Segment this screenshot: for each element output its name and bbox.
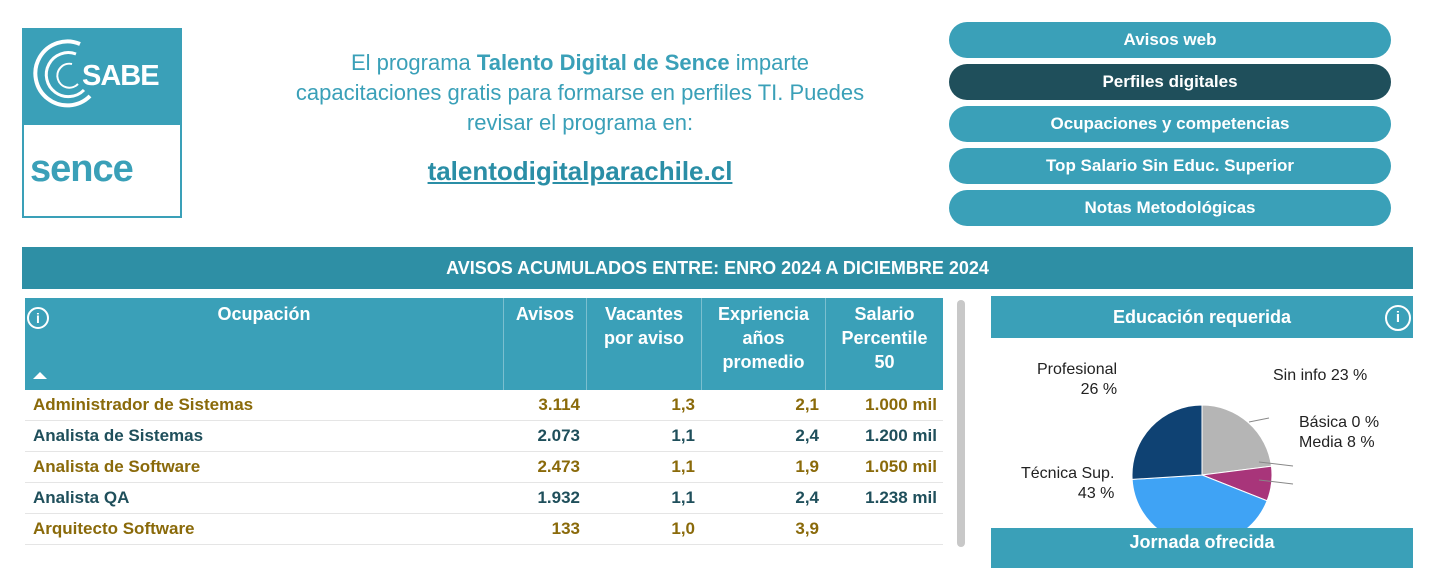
pie-label-profesional: Profesional 26 % xyxy=(1037,360,1117,400)
cell-vacantes: 1,3 xyxy=(671,395,695,414)
table-row[interactable]: Arquitecto Software 133 1,0 3,9 xyxy=(25,514,943,545)
cell-vacantes: 1,1 xyxy=(671,488,695,507)
education-panel: Educación requerida i Profesional 26 % S… xyxy=(991,296,1413,552)
cell-experiencia: 2,4 xyxy=(795,426,819,445)
pie-leader-line xyxy=(1258,479,1294,485)
nav-top-salario-button[interactable]: Top Salario Sin Educ. Superior xyxy=(949,148,1391,184)
header-avisos-label: Avisos xyxy=(515,304,575,324)
cell-ocupacion: Analista de Sistemas xyxy=(33,426,204,445)
cell-vacantes: 1,1 xyxy=(671,457,695,476)
jornada-panel-header: Jornada ofrecida xyxy=(991,528,1413,568)
cell-salario: 1.000 mil xyxy=(865,395,937,414)
cell-avisos: 133 xyxy=(551,519,580,538)
pie-label-tecnica-value: 43 % xyxy=(1077,485,1115,502)
pie-slice-profesional[interactable] xyxy=(1131,404,1203,480)
cell-ocupacion: Analista de Software xyxy=(33,457,201,476)
sabe-logo-block: SABE xyxy=(24,30,180,125)
intro-prefix: El programa xyxy=(350,50,471,75)
cell-experiencia: 2,1 xyxy=(795,395,819,414)
intro-suffix: imparte capacitaciones gratis para forma… xyxy=(295,50,865,135)
nav-ocupaciones-button[interactable]: Ocupaciones y competencias xyxy=(949,106,1391,142)
education-panel-title: Educación requerida xyxy=(1112,306,1292,327)
education-panel-header: Educación requerida i xyxy=(991,296,1413,338)
pie-slice-sin-info[interactable] xyxy=(1201,404,1273,476)
cell-experiencia: 3,9 xyxy=(795,519,819,538)
nav-notas-metodologicas-button[interactable]: Notas Metodológicas xyxy=(949,190,1391,226)
table-header: Ocupación i Avisos Vacantes por aviso Ex… xyxy=(25,298,943,390)
cell-salario: 1.200 mil xyxy=(865,426,937,445)
table-row[interactable]: Analista de Sistemas 2.073 1,1 2,4 1.200… xyxy=(25,421,943,452)
program-link-wrap: talentodigitalparachile.cl xyxy=(290,156,870,187)
cell-vacantes: 1,1 xyxy=(671,426,695,445)
header-salario-label: Salario Percentile 50 xyxy=(841,304,928,372)
intro-program-name: Talento Digital de Sence xyxy=(476,50,730,75)
table-row[interactable]: Analista QA 1.932 1,1 2,4 1.238 mil xyxy=(25,483,943,514)
pie-label-profesional-value: 26 % xyxy=(1080,381,1118,398)
cell-avisos: 2.073 xyxy=(537,426,580,445)
pie-leader-line xyxy=(1248,417,1270,423)
header-ocupacion[interactable]: Ocupación xyxy=(25,298,503,390)
sabe-logo-text: SABE xyxy=(82,60,160,92)
sabe-swirl-icon xyxy=(33,39,92,108)
cell-salario: 1.238 mil xyxy=(865,488,937,507)
header-experiencia[interactable]: Exprienci­a años promedio xyxy=(701,298,825,390)
sence-logo-text: sence xyxy=(30,148,134,190)
cell-vacantes: 1,0 xyxy=(671,519,695,538)
jornada-panel-title: Jornada ofrecida xyxy=(1129,532,1275,552)
cell-experiencia: 1,9 xyxy=(795,457,819,476)
cell-avisos: 2.473 xyxy=(537,457,580,476)
nav-avisos-web-button[interactable]: Avisos web xyxy=(949,22,1391,58)
cell-ocupacion: Arquitecto Software xyxy=(33,519,195,538)
period-banner: AVISOS ACUMULADOS ENTRE: ENRO 2024 A DIC… xyxy=(22,247,1413,289)
header-ocupacion-label: Ocupación xyxy=(217,304,311,324)
education-pie-chart xyxy=(1131,404,1294,546)
program-link[interactable]: talentodigitalparachile.cl xyxy=(427,156,733,186)
pie-label-basica: Básica 0 % xyxy=(1299,414,1380,431)
cell-salario xyxy=(825,514,937,544)
nav-buttons: Avisos web Perfiles digitales Ocupacione… xyxy=(949,22,1391,232)
occupations-table: Ocupación i Avisos Vacantes por aviso Ex… xyxy=(25,298,943,545)
table-scrollbar[interactable] xyxy=(957,300,965,547)
cell-experiencia: 2,4 xyxy=(795,488,819,507)
header-experiencia-label: Exprienci­a años promedio xyxy=(717,304,810,372)
header-salario[interactable]: Salario Percentile 50 xyxy=(825,298,943,390)
cell-salario: 1.050 mil xyxy=(865,457,937,476)
cell-ocupacion: Administrador de Sistemas xyxy=(33,395,254,414)
sort-ascending-icon[interactable] xyxy=(33,372,47,379)
pie-label-tecnica: Técnica Sup. 43 % xyxy=(1021,464,1114,504)
pie-label-tecnica-name: Técnica Sup. xyxy=(1021,465,1115,482)
nav-perfiles-digitales-button[interactable]: Perfiles digitales xyxy=(949,64,1391,100)
cell-avisos: 1.932 xyxy=(537,488,580,507)
table-row[interactable]: Administrador de Sistemas 3.114 1,3 2,1 … xyxy=(25,390,943,421)
table-row[interactable]: Analista de Software 2.473 1,1 1,9 1.050… xyxy=(25,452,943,483)
education-info-icon[interactable]: i xyxy=(1385,305,1411,331)
header-vacantes-label: Vacantes por aviso xyxy=(603,304,685,348)
program-intro: El programa Talento Digital de Sence imp… xyxy=(290,48,870,138)
pie-label-sin-info: Sin info 23 % xyxy=(1273,367,1368,384)
pie-label-profesional-name: Profesional xyxy=(1037,361,1118,378)
pie-leader-line xyxy=(1258,461,1294,467)
table-info-icon[interactable]: i xyxy=(27,307,49,329)
sabe-sence-logo: SABE sence xyxy=(22,28,182,218)
header-vacantes[interactable]: Vacantes por aviso xyxy=(586,298,701,390)
cell-avisos: 3.114 xyxy=(538,395,580,414)
header-avisos[interactable]: Avisos xyxy=(503,298,586,390)
cell-ocupacion: Analista QA xyxy=(33,488,130,507)
pie-label-media: Media 8 % xyxy=(1299,434,1375,451)
